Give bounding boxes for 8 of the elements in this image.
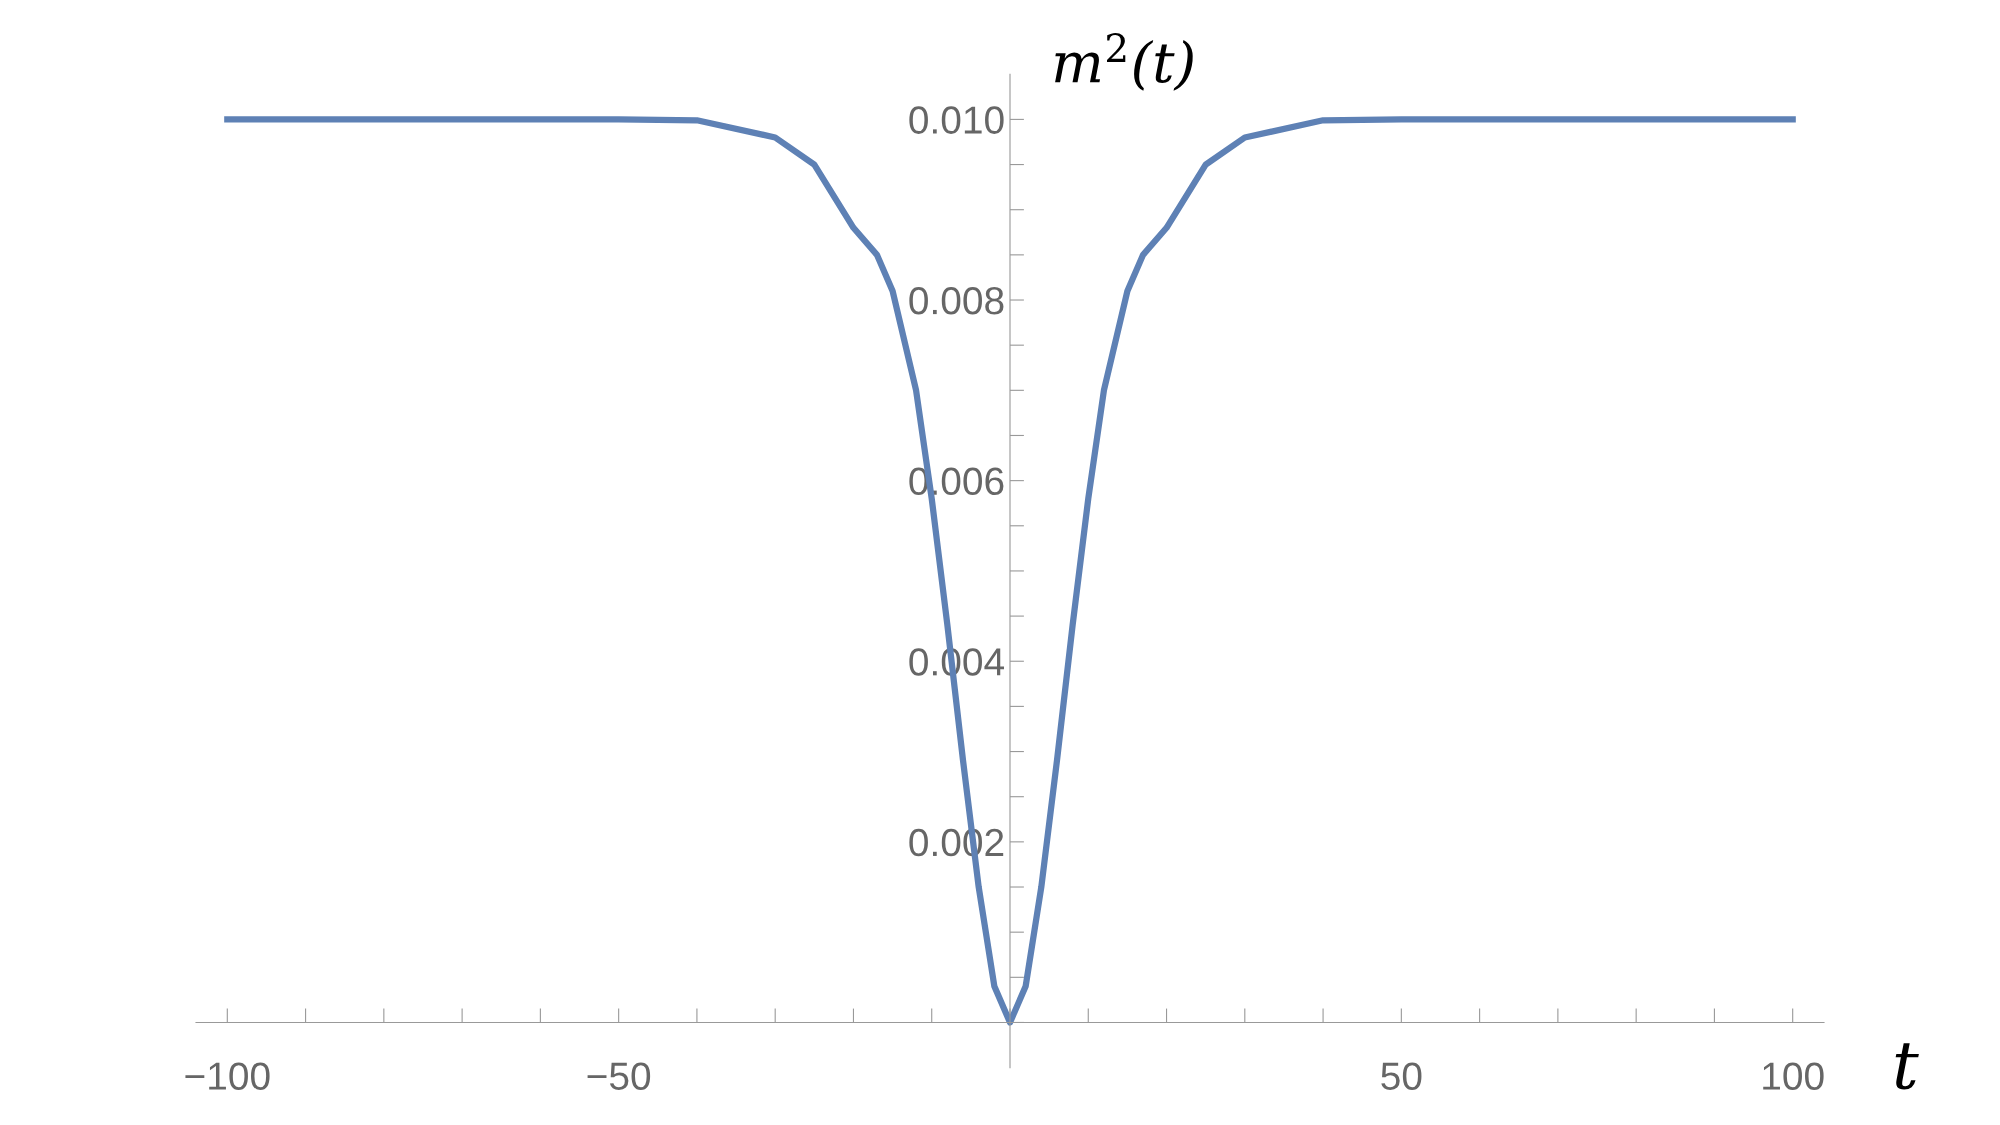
x-tick-label: −50: [587, 1062, 651, 1090]
y-tick-label: 0.008: [909, 286, 1004, 315]
y-tick-label: 0.010: [909, 106, 1004, 134]
x-tick-label: −100: [185, 1062, 270, 1090]
x-tick-label: 100: [1763, 1062, 1824, 1090]
x-axis-title: t: [1895, 1043, 1919, 1090]
x-tick-label: 50: [1381, 1062, 1422, 1090]
y-axis-title: m$^{2}$(t): [1055, 33, 1193, 91]
